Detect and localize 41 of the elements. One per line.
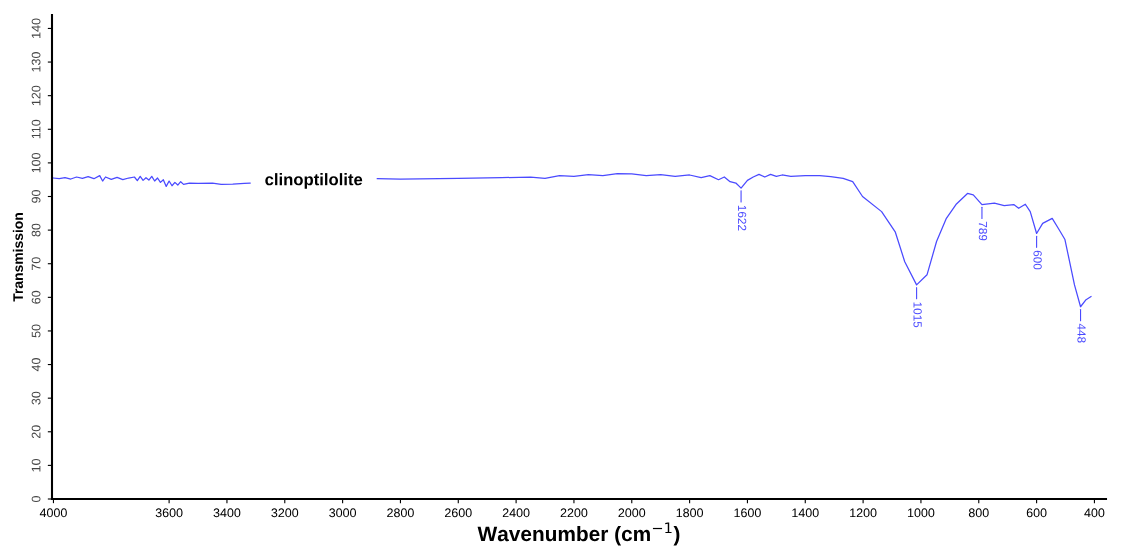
y-tick-label: 90: [31, 190, 41, 203]
x-axis-title: Wavenumber (cm$^{−1}$): [477, 522, 680, 546]
y-tick-label: 80: [31, 223, 41, 237]
y-tick-label: 130: [31, 52, 41, 72]
annotation: 789: [978, 221, 988, 241]
x-tick-label: 3200: [271, 508, 299, 518]
x-tick-label: 4000: [39, 508, 67, 518]
y-tick-label: 70: [31, 257, 41, 271]
x-tick-label: 1800: [676, 508, 704, 518]
y-tick-label: 120: [31, 85, 41, 106]
x-tick-label: 600: [1026, 508, 1047, 518]
y-tick-label: 10: [31, 458, 41, 472]
x-tick-label: 2200: [560, 508, 588, 518]
series-label: clinoptilolite: [265, 173, 363, 189]
annotation: 1622: [737, 205, 747, 231]
x-tick-label: 1000: [907, 508, 935, 518]
annotation: 1015: [913, 302, 922, 328]
y-tick-label: 30: [31, 391, 41, 405]
x-tick-label: 2000: [618, 508, 646, 518]
x-tick-label: 1400: [792, 508, 819, 518]
y-tick-label: 20: [31, 425, 41, 439]
y-tick-label: 100: [31, 152, 41, 173]
x-tick-label: 400: [1084, 508, 1105, 518]
x-tick-label: 2800: [387, 508, 414, 518]
y-tick-label: 0: [31, 496, 41, 502]
y-tick-label: 40: [31, 358, 41, 372]
x-tick-label: 3600: [155, 508, 183, 518]
y-tick-label: 140: [31, 18, 41, 38]
y-tick-label: 50: [31, 324, 41, 338]
y-axis-title: Transmission: [12, 213, 24, 302]
x-tick-label: 800: [968, 508, 989, 518]
x-tick-label: 1600: [734, 508, 761, 518]
x-tick-label: 1200: [850, 508, 877, 518]
x-tick-label: 3400: [213, 508, 241, 518]
x-tick-label: 2400: [502, 508, 530, 518]
y-tick-label: 110: [31, 119, 41, 139]
annotation: 600: [1033, 250, 1042, 270]
x-tick-label: 2600: [445, 508, 472, 518]
annotation: 448: [1077, 323, 1086, 343]
y-tick-label: 60: [31, 290, 41, 304]
x-tick-label: 3000: [329, 508, 357, 518]
